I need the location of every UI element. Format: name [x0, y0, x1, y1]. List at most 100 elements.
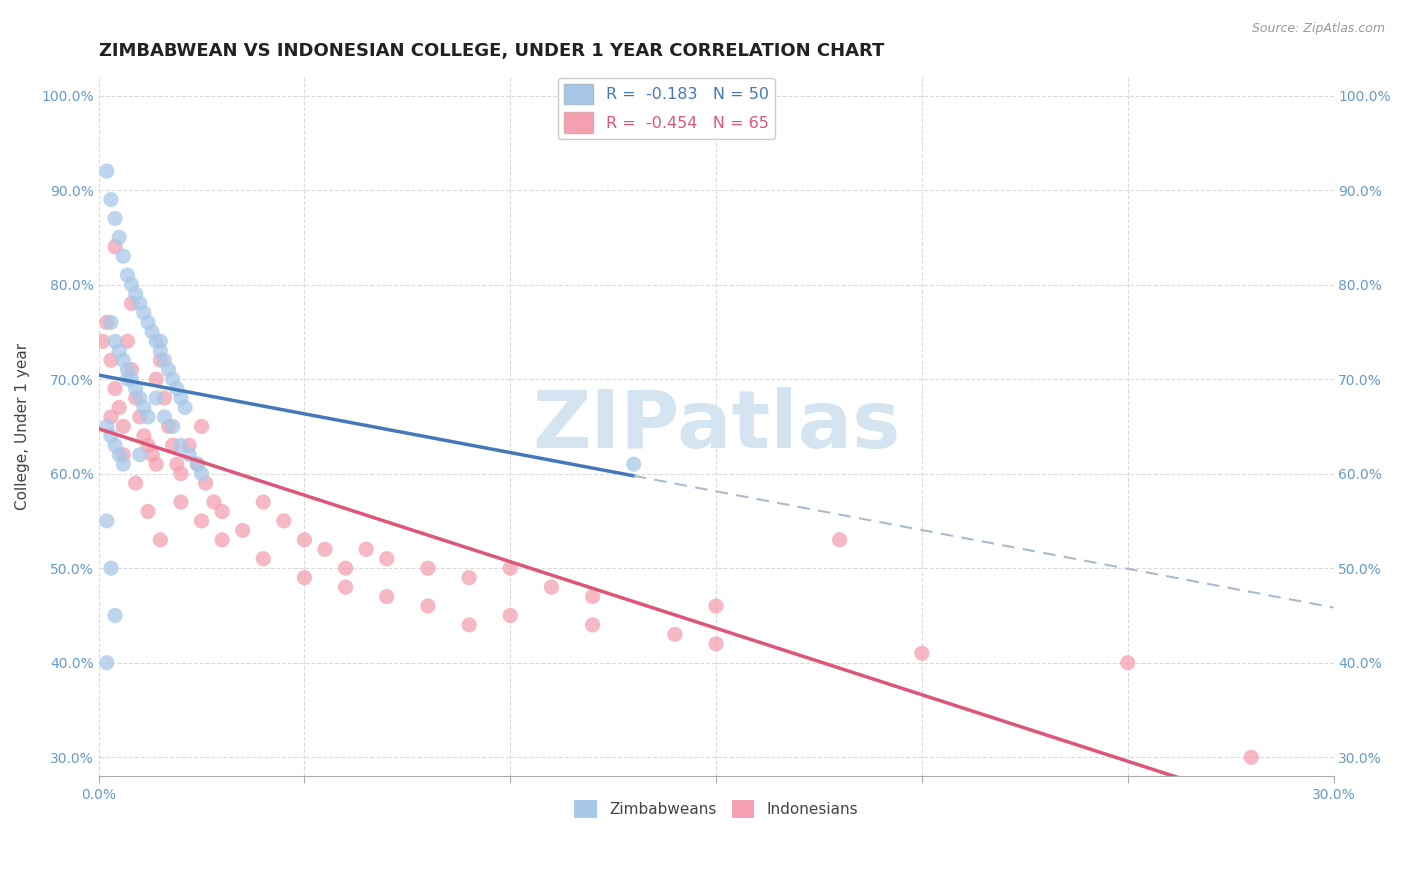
Point [124, 391, 146, 405]
Text: ZIMBABWEAN VS INDONESIAN COLLEGE, UNDER 1 YEAR CORRELATION CHART: ZIMBABWEAN VS INDONESIAN COLLEGE, UNDER … [98, 42, 884, 60]
Point [190, 514, 212, 528]
Point [104, 438, 127, 452]
Point [166, 382, 188, 396]
Point [141, 448, 163, 462]
Point [100, 315, 122, 329]
Point [153, 353, 176, 368]
Point [540, 580, 562, 594]
Point [112, 419, 135, 434]
Point [100, 561, 122, 575]
Point [121, 296, 143, 310]
Point [458, 618, 481, 632]
Point [149, 334, 172, 349]
Point [581, 618, 603, 632]
Point [664, 627, 686, 641]
Point [100, 353, 122, 368]
Point [96, 164, 118, 178]
Point [121, 277, 143, 292]
Point [186, 457, 208, 471]
Point [252, 551, 274, 566]
Point [157, 419, 180, 434]
Point [117, 334, 139, 349]
Point [145, 457, 167, 471]
Point [112, 353, 135, 368]
Point [416, 599, 439, 613]
Point [174, 401, 197, 415]
Text: Source: ZipAtlas.com: Source: ZipAtlas.com [1251, 22, 1385, 36]
Point [104, 382, 127, 396]
Point [108, 401, 131, 415]
Point [100, 429, 122, 443]
Point [104, 608, 127, 623]
Point [354, 542, 377, 557]
Point [416, 561, 439, 575]
Point [108, 448, 131, 462]
Point [375, 551, 398, 566]
Point [704, 599, 727, 613]
Point [704, 637, 727, 651]
Point [1116, 656, 1139, 670]
Point [145, 334, 167, 349]
Point [132, 401, 155, 415]
Point [96, 514, 118, 528]
Point [211, 504, 233, 518]
Point [202, 495, 225, 509]
Point [104, 240, 127, 254]
Point [194, 476, 217, 491]
Point [108, 230, 131, 244]
Point [141, 325, 163, 339]
Point [145, 372, 167, 386]
Point [186, 457, 208, 471]
Point [162, 419, 184, 434]
Point [96, 315, 118, 329]
Point [128, 448, 150, 462]
Point [499, 608, 522, 623]
Point [96, 656, 118, 670]
Point [100, 409, 122, 424]
Point [132, 306, 155, 320]
Point [162, 372, 184, 386]
Point [149, 343, 172, 358]
Point [458, 571, 481, 585]
Point [117, 372, 139, 386]
Point [170, 438, 193, 452]
Point [145, 391, 167, 405]
Point [162, 438, 184, 452]
Point [136, 315, 159, 329]
Point [335, 561, 357, 575]
Point [157, 362, 180, 376]
Point [104, 334, 127, 349]
Point [190, 419, 212, 434]
Point [136, 409, 159, 424]
Point [100, 193, 122, 207]
Point [153, 409, 176, 424]
Point [170, 495, 193, 509]
Text: ZIPatlas: ZIPatlas [531, 387, 900, 466]
Point [128, 296, 150, 310]
Point [911, 646, 934, 660]
Point [104, 211, 127, 226]
Point [153, 391, 176, 405]
Point [1240, 750, 1263, 764]
Point [273, 514, 295, 528]
Point [166, 457, 188, 471]
Point [190, 467, 212, 481]
Point [581, 590, 603, 604]
Point [232, 524, 254, 538]
Point [294, 533, 316, 547]
Point [128, 409, 150, 424]
Point [136, 438, 159, 452]
Point [149, 353, 172, 368]
Point [179, 448, 201, 462]
Point [124, 476, 146, 491]
Point [170, 467, 193, 481]
Point [128, 391, 150, 405]
Point [117, 362, 139, 376]
Point [211, 533, 233, 547]
Point [117, 268, 139, 282]
Point [314, 542, 336, 557]
Point [96, 419, 118, 434]
Point [91, 334, 114, 349]
Point [623, 457, 645, 471]
Point [124, 382, 146, 396]
